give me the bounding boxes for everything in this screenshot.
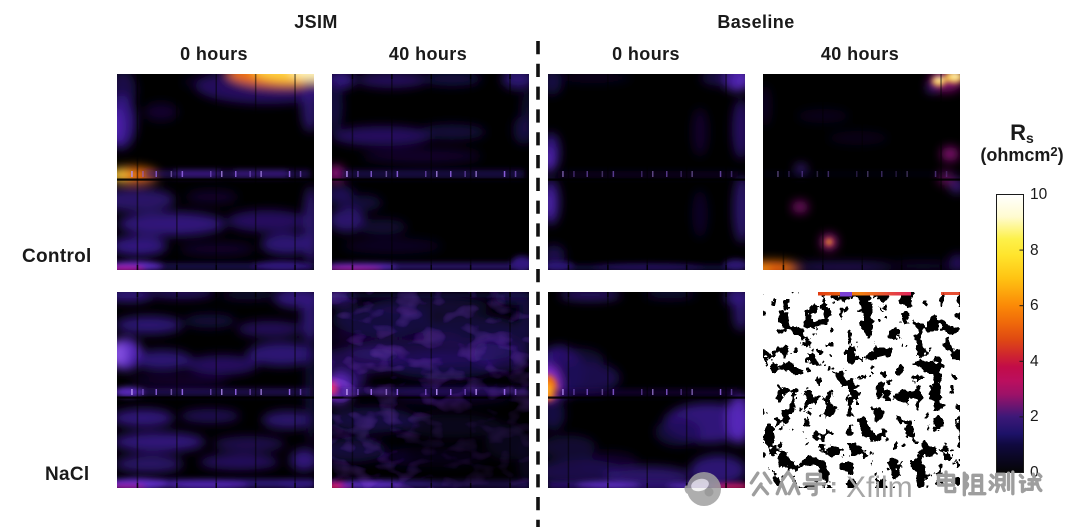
svg-text:Xfilm: Xfilm [846,471,913,504]
